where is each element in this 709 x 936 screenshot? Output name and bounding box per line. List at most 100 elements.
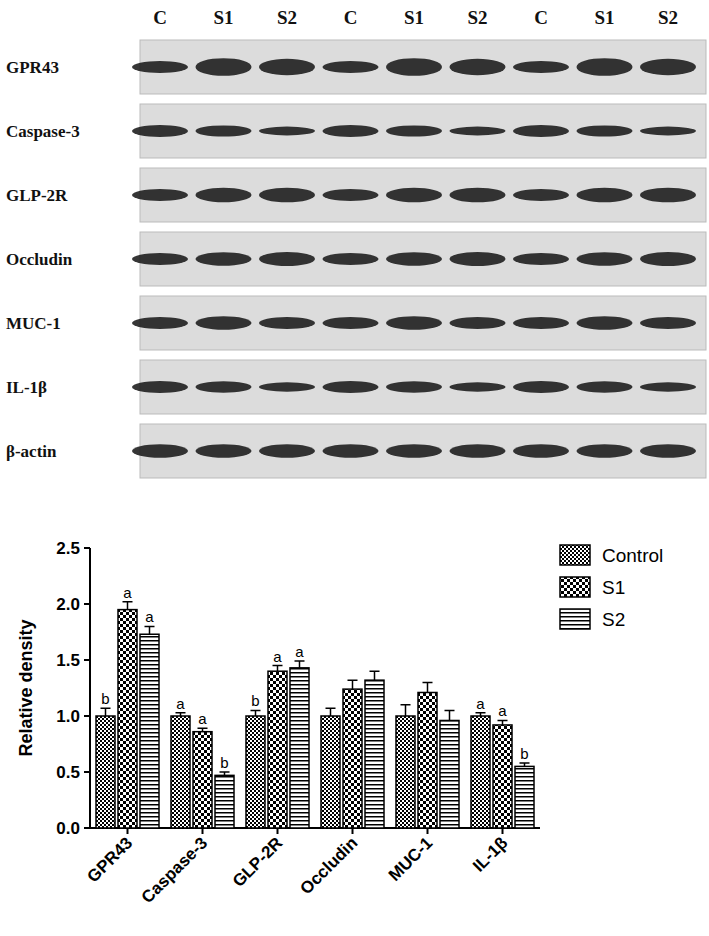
error-bar [401, 705, 411, 716]
y-tick-label: 1.5 [56, 651, 80, 670]
band [196, 316, 252, 329]
band [386, 381, 442, 393]
band [259, 59, 315, 75]
band [386, 316, 442, 329]
band [259, 444, 315, 458]
bars [96, 602, 534, 828]
band [132, 317, 188, 329]
y-tick [84, 603, 90, 605]
x-tick [427, 828, 429, 834]
protein-label: MUC-1 [6, 314, 61, 333]
legend-swatch [560, 577, 590, 597]
band [386, 444, 442, 458]
band [259, 382, 315, 391]
bar [471, 716, 490, 828]
band [259, 317, 315, 329]
band [259, 127, 315, 136]
chart: 0.00.51.01.52.02.5Relative densitybaaaab… [16, 539, 663, 907]
band [196, 188, 252, 202]
error-bar [423, 682, 433, 692]
error-bar [326, 708, 336, 716]
y-axis [89, 548, 91, 828]
lane-label: C [344, 7, 358, 28]
error-bar [251, 710, 261, 716]
band [450, 444, 506, 458]
error-bar [145, 626, 155, 634]
band [577, 252, 633, 265]
band [577, 125, 633, 136]
lane-label: C [534, 7, 548, 28]
lane-label: S1 [404, 7, 424, 28]
y-tick [84, 659, 90, 661]
blot-panel [140, 360, 706, 414]
x-tick-label: Caspase-3 [138, 833, 212, 907]
bar [96, 716, 115, 828]
band [259, 188, 315, 203]
band [513, 444, 569, 458]
error-bar [476, 713, 486, 716]
band [577, 444, 633, 458]
band [323, 61, 379, 73]
band [323, 444, 379, 458]
band [323, 381, 379, 393]
x-tick-label: GLP-2R [229, 833, 287, 891]
band [450, 252, 506, 266]
band [450, 59, 506, 75]
legend-label: S2 [602, 609, 625, 630]
significance-letter: b [220, 754, 228, 771]
error-bar [370, 671, 380, 680]
band [450, 317, 506, 329]
x-tick [202, 828, 204, 834]
significance-letter: b [251, 692, 259, 709]
band [386, 58, 442, 76]
band [132, 61, 188, 73]
band [196, 125, 252, 136]
band [640, 252, 696, 266]
band [450, 382, 506, 391]
legend-swatch [560, 609, 590, 629]
y-tick [84, 771, 90, 773]
band [640, 127, 696, 136]
blot-panel [140, 104, 706, 158]
protein-label: β-actin [6, 442, 57, 461]
band [577, 381, 633, 393]
significance-letter: a [498, 702, 507, 719]
band [132, 125, 188, 137]
protein-label: IL-1β [6, 378, 47, 397]
y-tick [84, 827, 90, 829]
lane-label: S2 [277, 7, 297, 28]
bar [343, 689, 362, 828]
annotations: baaaabbaaaab [101, 584, 528, 771]
band [386, 125, 442, 136]
blot-panel [140, 424, 706, 478]
significance-letter: a [123, 584, 132, 601]
error-bar [198, 728, 208, 731]
band [577, 316, 633, 329]
bar [193, 732, 212, 828]
band [323, 317, 379, 329]
y-tick-label: 1.0 [56, 707, 80, 726]
lane-label: S1 [213, 7, 233, 28]
error-bar [445, 710, 455, 720]
band [450, 188, 506, 203]
error-bar [123, 602, 133, 610]
protein-label: Occludin [6, 250, 73, 269]
band [132, 253, 188, 265]
blot-panel [140, 168, 706, 222]
y-tick [84, 715, 90, 717]
band [196, 252, 252, 265]
band [513, 189, 569, 201]
x-tick [502, 828, 504, 834]
y-tick-label: 0.0 [56, 819, 80, 838]
lane-label: S2 [658, 7, 678, 28]
protein-label: Caspase-3 [6, 122, 80, 141]
band [132, 189, 188, 201]
band [386, 252, 442, 265]
blot: CS1S2CS1S2CS1S2GPR43Caspase-3GLP-2ROcclu… [6, 7, 706, 478]
y-tick-label: 0.5 [56, 763, 80, 782]
band [196, 58, 252, 76]
legend-label: S1 [602, 577, 625, 598]
lane-label: S1 [594, 7, 614, 28]
significance-letter: b [101, 690, 109, 707]
band [196, 444, 252, 458]
